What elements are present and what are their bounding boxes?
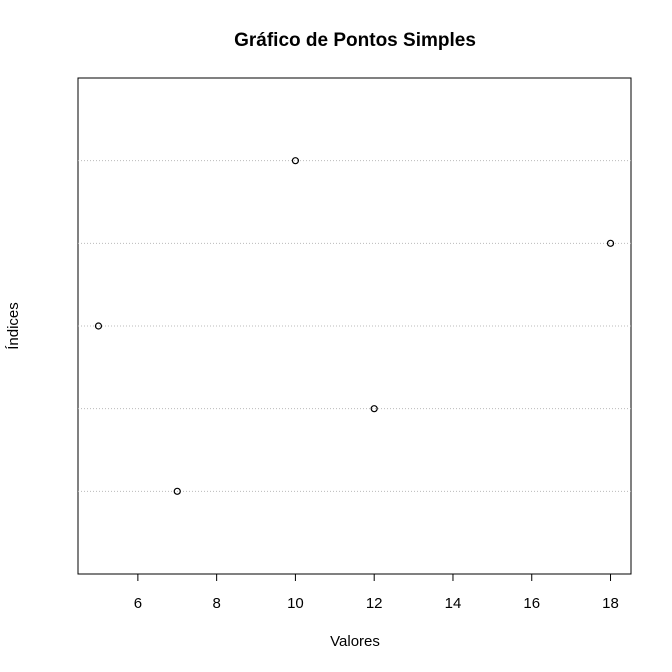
x-axis-label: Valores — [330, 633, 380, 650]
x-tick-label: 10 — [287, 595, 304, 612]
y-axis-label: Índices — [5, 302, 22, 350]
point — [370, 405, 378, 413]
chart-title: Gráfico de Pontos Simples — [234, 30, 476, 51]
x-tick-label: 14 — [445, 595, 462, 612]
point — [94, 322, 103, 330]
x-tick-label: 16 — [523, 595, 540, 612]
x-tick-label: 8 — [212, 595, 220, 612]
point — [173, 487, 181, 495]
x-tick-label: 18 — [602, 595, 619, 612]
point — [606, 239, 615, 247]
x-tick-label: 12 — [366, 595, 383, 612]
point — [291, 157, 300, 165]
x-tick-label: 6 — [134, 595, 142, 612]
